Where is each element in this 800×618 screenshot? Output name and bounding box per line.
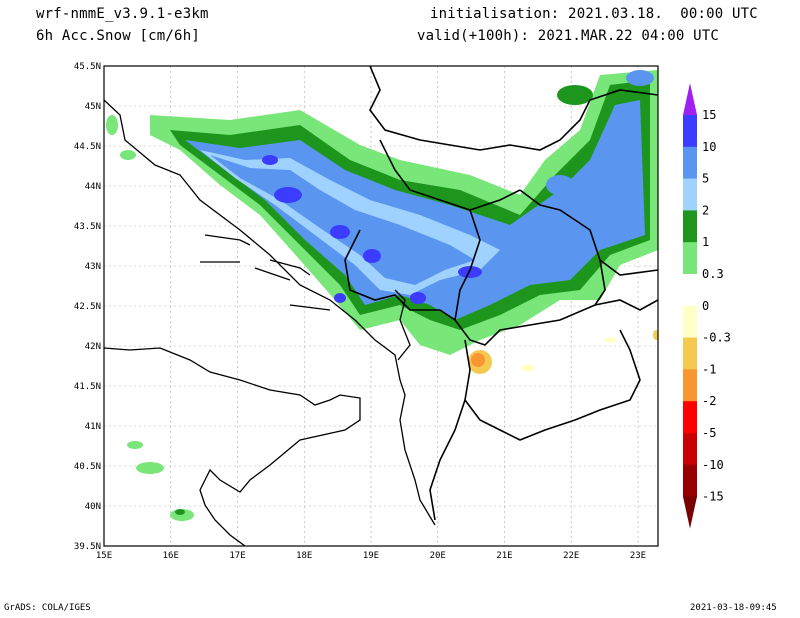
colorbar-label: 2 (702, 203, 709, 217)
lon-tick-label: 15E (96, 551, 112, 561)
lat-tick-label: 43.5N (74, 222, 101, 232)
colorbar-label: 0 (702, 299, 709, 313)
lat-tick-label: 45.5N (74, 62, 101, 72)
colorbar-swatch (683, 274, 697, 307)
colorbar-bottom-arrow (683, 496, 697, 529)
lat-tick-label: 42.5N (74, 302, 101, 312)
snow-field (106, 70, 658, 521)
colorbar-swatch (683, 305, 697, 339)
lon-tick-label: 16E (163, 551, 179, 561)
lat-tick-label: 40.5N (74, 462, 101, 472)
colorbar: 15 10 5 2 1 0.3 0 -0.3 -1 -2 -5 -10 -15 (683, 83, 731, 529)
colorbar-swatch (683, 146, 697, 180)
plot-frame (103, 65, 659, 547)
colorbar-swatch (683, 464, 697, 498)
lon-tick-label: 19E (363, 551, 379, 561)
borders (344, 66, 658, 521)
model-title: wrf-nmmE_v3.9.1-e3km (36, 6, 209, 22)
colorbar-label: -10 (702, 458, 724, 472)
colorbar-label: 10 (702, 140, 716, 154)
lat-tick-label: 40N (85, 502, 101, 512)
colorbar-swatch (683, 115, 697, 148)
colorbar-label: -5 (702, 426, 716, 440)
colorbar-label: -15 (702, 490, 724, 504)
colorbar-swatch (683, 242, 697, 275)
colorbar-swatch (683, 210, 697, 243)
lat-tick-label: 44.5N (74, 142, 101, 152)
lat-tick-label: 41N (85, 422, 101, 432)
coastlines (104, 99, 436, 546)
lat-tick-label: 39.5N (74, 542, 101, 552)
lat-tick-label: 42N (85, 342, 101, 352)
lat-tick-label: 43N (85, 262, 101, 272)
lat-tick-label: 44N (85, 182, 101, 192)
colorbar-label: -1 (702, 362, 716, 376)
lon-tick-label: 23E (630, 551, 646, 561)
field-title: 6h Acc.Snow [cm/6h] (36, 28, 200, 44)
lat-tick-label: 45N (85, 102, 101, 112)
lon-tick-label: 17E (229, 551, 245, 561)
lon-axis: 15E 16E 17E 18E 19E 20E 21E 22E 23E (96, 551, 646, 561)
colorbar-label: 0.3 (702, 267, 724, 281)
colorbar-top-arrow (683, 83, 697, 115)
colorbar-label: -2 (702, 394, 716, 408)
colorbar-label: 1 (702, 235, 709, 249)
lon-tick-label: 18E (296, 551, 312, 561)
colorbar-label: 5 (702, 172, 709, 186)
colorbar-swatch (683, 337, 697, 370)
lon-tick-label: 20E (430, 551, 446, 561)
colorbar-swatch (683, 401, 697, 434)
footer-timestamp: 2021-03-18-09:45 (690, 603, 777, 613)
colorbar-swatch (683, 178, 697, 211)
init-time: initialisation: 2021.03.18. 00:00 UTC (430, 6, 758, 22)
colorbar-label: -0.3 (702, 331, 731, 345)
footer-credit: GrADS: COLA/IGES (4, 603, 91, 613)
lon-tick-label: 21E (496, 551, 512, 561)
colorbar-swatch (683, 433, 697, 466)
valid-time: valid(+100h): 2021.MAR.22 04:00 UTC (417, 28, 720, 44)
lon-tick-label: 22E (563, 551, 579, 561)
colorbar-label: 15 (702, 108, 716, 122)
colorbar-swatch (683, 369, 697, 402)
lat-tick-label: 41.5N (74, 382, 101, 392)
lat-axis: 45.5N 45N 44.5N 44N 43.5N 43N 42.5N 42N 41.5N 41N… (74, 62, 101, 552)
